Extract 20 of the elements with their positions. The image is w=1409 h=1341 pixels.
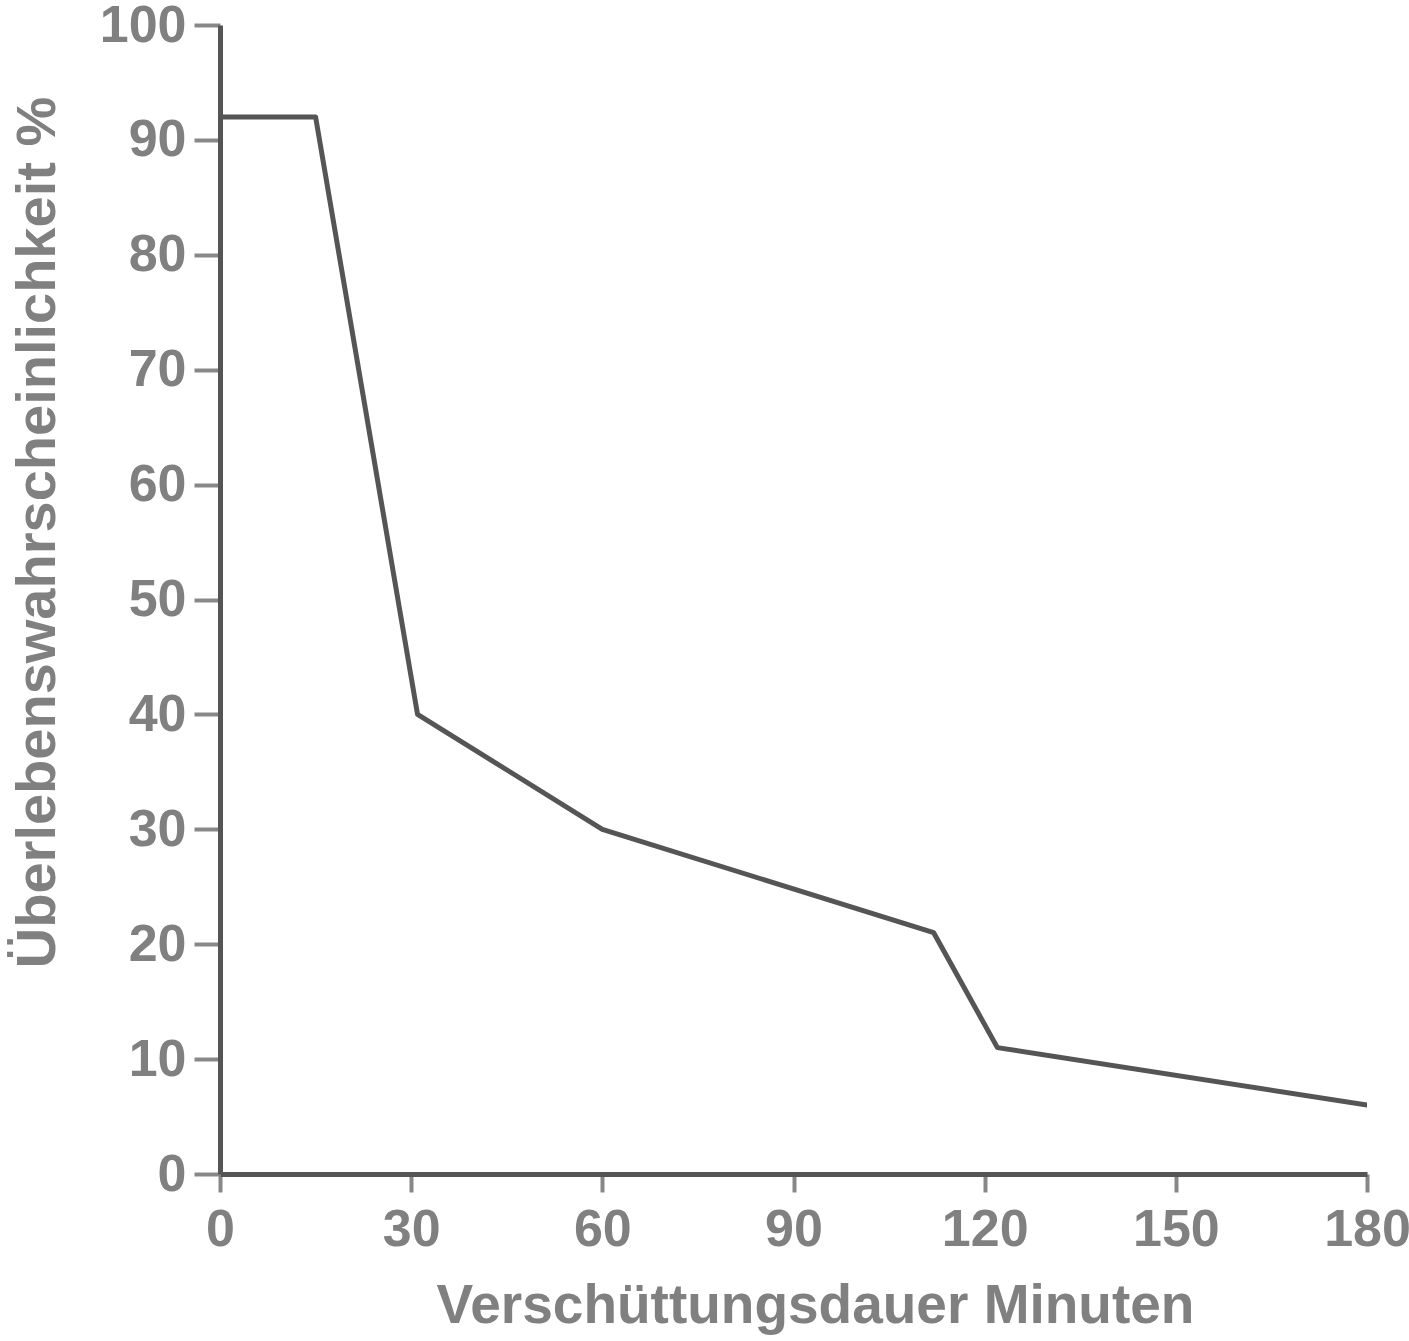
y-tick-label: 0 [157,1143,187,1202]
x-tick-label: 120 [941,1198,1029,1257]
y-tick-label: 100 [99,0,187,53]
y-tick-label: 90 [128,109,187,168]
x-tick-label: 180 [1324,1198,1409,1257]
y-tick-label: 70 [128,339,187,398]
x-tick-label: 0 [206,1198,235,1257]
x-tick-label: 60 [573,1198,632,1257]
y-tick-label: 30 [128,798,187,857]
x-tick-label: 30 [382,1198,441,1257]
x-axis-title: Verschüttungsdauer Minuten [436,1272,1195,1335]
y-tick-label: 50 [128,569,187,627]
y-tick-label: 60 [128,454,187,513]
y-tick-label: 80 [128,224,187,283]
y-tick-label: 40 [128,683,187,742]
y-axis-title: Überlebenswahrscheinlichkeit % [3,96,67,969]
y-tick-label: 20 [128,913,187,972]
x-tick-label: 150 [1132,1198,1220,1257]
x-tick-label: 90 [765,1198,823,1257]
y-tick-label: 10 [128,1028,187,1087]
